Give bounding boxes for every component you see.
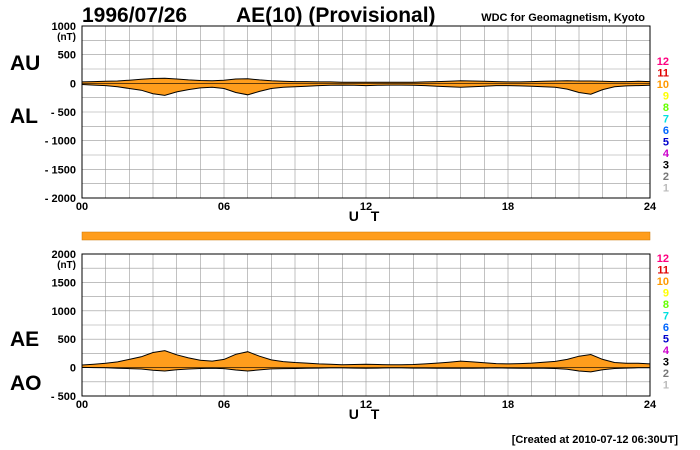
al-series-line [81, 84, 651, 96]
ae-ao-y-axis: 2000 1500 1000 500 0 - 500 [51, 249, 76, 403]
station-count-label: 11 [657, 68, 669, 80]
station-count-label: 5 [663, 334, 669, 346]
ae-ao-plot-frame [81, 253, 651, 397]
ae-ao-filled-area [82, 350, 650, 372]
y-tick-label: 500 [58, 334, 76, 346]
ae-ao-panel: 2000 1500 1000 500 0 - 500 00 06 12 18 24 (nT) AE… [10, 249, 657, 422]
ae-label: AE [10, 328, 39, 351]
y-tick-label: - 2000 [45, 193, 76, 205]
y-tick-label: - 500 [51, 391, 76, 403]
ae-series-line [81, 350, 651, 366]
au-label: AU [10, 52, 40, 75]
y-tick-label: 500 [58, 50, 76, 62]
al-label: AL [10, 105, 38, 128]
station-count-label: 8 [663, 102, 669, 114]
x-tick-label: 06 [218, 399, 230, 411]
y-tick-label: 1000 [52, 21, 76, 33]
station-count-label: 9 [663, 91, 669, 103]
ao-series-line [81, 366, 650, 373]
station-count-label: 12 [657, 253, 669, 265]
au-al-x-axis-title: U T [349, 208, 384, 224]
station-count-label: 4 [663, 345, 670, 357]
au-al-panel: 1000 500 0 - 500 - 1000 - 1500 - 2000 00 06 12 18… [10, 21, 657, 224]
plot-title: AE(10) (Provisional) [236, 4, 436, 27]
ao-label: AO [10, 372, 42, 395]
station-count-label: 7 [663, 311, 669, 323]
station-count-label: 7 [663, 114, 669, 126]
au-al-unit-label: (nT) [57, 32, 76, 43]
x-tick-label: 24 [644, 201, 657, 213]
station-count-label: 6 [663, 125, 669, 137]
station-count-label: 12 [657, 56, 669, 68]
station-count-label: 1 [663, 380, 669, 392]
station-count-label: 2 [663, 368, 669, 380]
station-count-label: 3 [663, 357, 669, 369]
au-al-x-axis: 00 06 12 18 24 [76, 201, 657, 213]
au-al-plot-frame [81, 25, 651, 199]
x-tick-label: 12 [360, 201, 372, 213]
y-tick-label: 1000 [52, 306, 76, 318]
ae-ao-x-axis: 00 06 12 18 24 [76, 399, 657, 411]
station-count-label: 3 [663, 160, 669, 172]
station-count-label: 9 [663, 288, 669, 300]
station-count-label: 5 [663, 137, 669, 149]
organization-label: WDC for Geomagnetism, Kyoto [481, 12, 645, 24]
ae-ao-x-axis-title: U T [349, 406, 384, 422]
x-tick-label: 18 [502, 399, 514, 411]
x-tick-label: 18 [502, 201, 514, 213]
station-count-label: 6 [663, 322, 669, 334]
created-timestamp: [Created at 2010-07-12 06:30UT] [512, 434, 679, 446]
station-count-label: 11 [657, 265, 669, 277]
y-tick-label: 2000 [52, 249, 76, 261]
station-count-label: 10 [657, 79, 669, 91]
station-count-label: 1 [663, 183, 669, 195]
ae-ao-unit-label: (nT) [57, 260, 76, 271]
ae-ao-grid [82, 254, 650, 396]
x-tick-label: 12 [360, 399, 372, 411]
station-count-label: 4 [663, 148, 670, 160]
au-series-line [81, 77, 651, 83]
station-coverage-bar [81, 231, 651, 241]
x-tick-label: 00 [76, 201, 88, 213]
au-al-grid [82, 26, 650, 198]
au-al-data-area [81, 77, 651, 96]
au-al-filled-area [82, 78, 650, 96]
station-count-label: 8 [663, 299, 669, 311]
y-tick-label: 1500 [52, 277, 76, 289]
plot-date: 1996/07/26 [82, 4, 187, 27]
ae-ao-data-area [81, 350, 651, 373]
y-tick-label: 0 [70, 78, 76, 90]
au-al-y-axis: 1000 500 0 - 500 - 1000 - 1500 - 2000 [45, 21, 76, 205]
x-tick-label: 00 [76, 399, 88, 411]
station-count-label: 2 [663, 171, 669, 183]
y-tick-label: 0 [70, 363, 76, 375]
y-tick-label: - 1000 [45, 136, 76, 148]
x-tick-label: 24 [644, 399, 657, 411]
station-count-label: 10 [657, 276, 669, 288]
x-tick-label: 06 [218, 201, 230, 213]
y-tick-label: - 1500 [45, 164, 76, 176]
y-tick-label: - 500 [51, 107, 76, 119]
